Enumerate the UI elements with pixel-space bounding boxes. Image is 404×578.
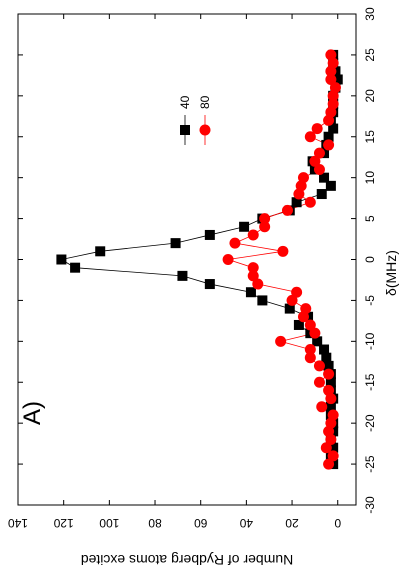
data-point — [323, 139, 335, 151]
x-tick-label: -20 — [363, 414, 377, 432]
x-tick-label: -30 — [363, 496, 377, 514]
x-tick-label: 20 — [363, 89, 377, 103]
x-tick-label: -10 — [363, 332, 377, 350]
y-tick-label: 40 — [239, 516, 253, 530]
data-point — [313, 147, 325, 159]
data-point — [325, 73, 337, 85]
x-tick-label: 10 — [363, 171, 377, 185]
data-point — [252, 278, 264, 290]
series-line — [60, 54, 339, 465]
x-tick-label: 5 — [363, 215, 377, 222]
plot-frame — [17, 13, 357, 506]
x-tick-label: 15 — [363, 130, 377, 144]
data-point — [316, 401, 328, 413]
panel-label: A) — [19, 401, 46, 425]
data-point — [328, 123, 339, 134]
data-point — [304, 344, 316, 356]
data-point — [325, 49, 337, 61]
legend-label: 80 — [198, 95, 212, 109]
x-axis-label: δ(MHz) — [383, 250, 399, 296]
data-point — [204, 279, 215, 290]
data-point — [284, 303, 295, 314]
legend-marker — [180, 125, 190, 135]
x-tick-label: -25 — [363, 455, 377, 473]
data-point — [329, 82, 341, 94]
data-point — [257, 295, 268, 306]
data-point — [304, 352, 316, 364]
data-point — [277, 245, 289, 257]
rotated-plot: A) δ(MHz) Number of Rydberg atoms excite… — [8, 7, 399, 568]
data-point — [319, 172, 330, 183]
x-tick-label: 0 — [363, 256, 377, 263]
data-point — [316, 189, 327, 200]
data-point — [323, 368, 335, 380]
legend-marker — [199, 124, 211, 136]
data-point — [325, 377, 336, 388]
y-tick-label: 120 — [53, 516, 73, 530]
y-tick-label: 100 — [99, 516, 119, 530]
data-point — [320, 442, 332, 454]
y-tick-label: 60 — [194, 516, 208, 530]
data-point — [247, 229, 259, 241]
data-point — [304, 131, 316, 143]
data-point — [259, 213, 271, 225]
data-point — [286, 294, 298, 306]
data-point — [291, 286, 303, 298]
data-point — [321, 352, 332, 363]
data-point — [239, 221, 250, 232]
data-point — [245, 287, 256, 298]
data-point — [293, 319, 304, 330]
data-point — [312, 336, 323, 347]
data-point — [327, 450, 339, 462]
data-point — [309, 327, 321, 339]
data-point — [275, 335, 287, 347]
x-tick-label: 30 — [363, 7, 377, 21]
data-point — [309, 155, 321, 167]
data-point — [170, 238, 181, 249]
data-point — [281, 204, 293, 216]
data-point — [304, 196, 316, 208]
data-point — [304, 319, 316, 331]
data-point — [247, 270, 259, 282]
data-point — [327, 409, 339, 421]
data-point — [56, 254, 67, 265]
data-point — [311, 123, 323, 135]
y-tick-label: 140 — [8, 516, 28, 530]
x-tick-label: -5 — [363, 295, 377, 306]
data-point — [325, 401, 336, 412]
data-point — [300, 303, 312, 315]
y-tick-label: 20 — [285, 516, 299, 530]
data-point — [323, 458, 335, 470]
data-point — [177, 270, 188, 281]
data-point — [259, 221, 271, 233]
data-point — [313, 376, 325, 388]
data-point — [323, 384, 335, 396]
data-point — [327, 98, 339, 110]
data-point — [313, 360, 325, 372]
data-point — [70, 262, 81, 273]
data-point — [247, 262, 259, 274]
legend-label: 40 — [178, 95, 192, 109]
data-point — [325, 180, 336, 191]
data-point — [323, 360, 334, 371]
y-tick-label: 80 — [148, 516, 162, 530]
data-point — [222, 254, 234, 265]
data-point — [313, 163, 325, 175]
data-point — [319, 344, 330, 355]
data-point — [291, 197, 302, 208]
y-tick-label: 0 — [334, 516, 341, 530]
data-point — [229, 237, 241, 249]
data-point — [297, 172, 309, 184]
data-point — [323, 131, 334, 142]
y-axis-label: Number of Rydberg atoms excited — [81, 552, 293, 568]
x-tick-label: -15 — [363, 373, 377, 391]
x-tick-label: 25 — [363, 48, 377, 62]
data-point — [204, 229, 215, 240]
data-point — [95, 246, 106, 257]
